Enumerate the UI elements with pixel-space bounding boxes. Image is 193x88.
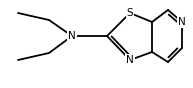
Text: S: S: [127, 8, 133, 18]
Text: N: N: [68, 31, 76, 41]
Text: N: N: [178, 17, 186, 27]
Text: N: N: [126, 55, 134, 65]
